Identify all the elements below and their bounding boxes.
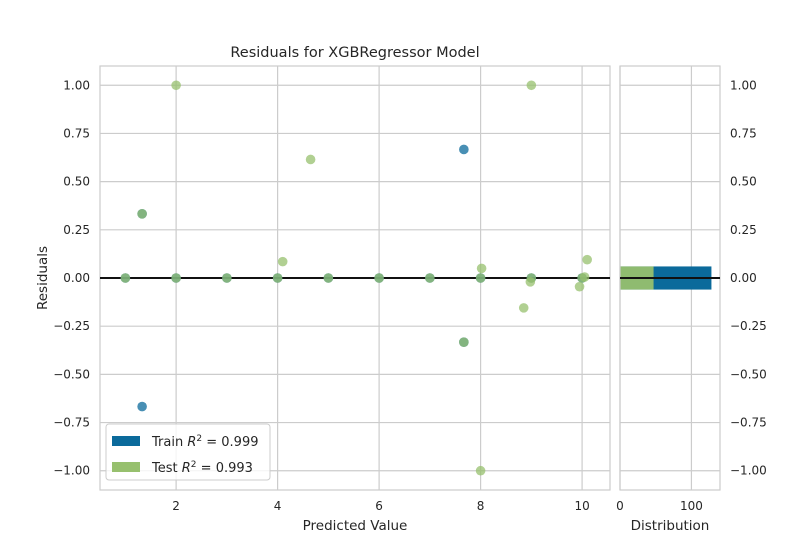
test-point [459, 337, 469, 347]
test-point [475, 465, 486, 476]
chart-title: Residuals for XGBRegressor Model [230, 45, 479, 61]
test-point [305, 154, 316, 165]
legend-swatch-test [112, 462, 140, 472]
distribution-x-tick-label: 0 [616, 499, 624, 513]
test-point [222, 273, 232, 283]
test-point [137, 209, 147, 219]
y-tick-label: 0.00 [63, 271, 90, 285]
y-tick-label: −1.00 [53, 464, 90, 478]
test-point [582, 254, 592, 265]
test-point [120, 273, 131, 283]
y-tick-label: −0.75 [53, 416, 90, 430]
y-tick-label: −0.25 [53, 319, 90, 333]
distribution-y-tick-label: 0.25 [730, 223, 757, 237]
y-axis-label: Residuals [35, 246, 51, 310]
distribution-y-tick-label: 0.00 [730, 271, 757, 285]
test-point [476, 263, 487, 274]
distribution-y-tick-label: 0.50 [730, 175, 757, 189]
test-point [277, 256, 288, 267]
legend-swatch-train [112, 436, 140, 446]
test-point [475, 273, 486, 283]
x-axis-label: Predicted Value [303, 518, 408, 534]
distribution-y-tick-label: −0.25 [730, 319, 767, 333]
test-point [272, 273, 283, 283]
legend-label-train: Train R2 = 0.999 [151, 434, 259, 450]
train-point [459, 144, 469, 155]
test-point [425, 273, 435, 283]
distribution-y-tick-label: 0.75 [730, 126, 757, 140]
distribution-y-tick-label: −1.00 [730, 464, 767, 478]
distribution-y-tick-label: 1.00 [730, 78, 757, 92]
x-tick-label: 10 [574, 499, 589, 513]
legend-box [105, 423, 271, 481]
x-tick-label: 6 [375, 499, 383, 513]
y-tick-label: −0.50 [53, 367, 90, 381]
test-point [574, 281, 585, 292]
test-point [525, 277, 536, 287]
y-tick-label: 0.25 [63, 223, 90, 237]
y-tick-label: 0.75 [63, 126, 90, 140]
y-tick-label: 1.00 [63, 78, 90, 92]
x-tick-label: 2 [172, 499, 180, 513]
test-point [526, 80, 537, 91]
distribution-y-tick-labels: −1.00 −0.75 −0.50 −0.25 0.00 0.25 0.50 0.75 1.00 [730, 78, 767, 477]
test-point [518, 303, 529, 313]
test-point [374, 273, 384, 283]
distribution-x-tick-label: 100 [680, 499, 703, 513]
distribution-y-tick-label: −0.75 [730, 416, 767, 430]
test-point [579, 272, 590, 282]
distribution-y-tick-label: −0.50 [730, 367, 767, 381]
x-tick-label: 4 [274, 499, 282, 513]
test-point [171, 80, 181, 91]
x-tick-label: 8 [477, 499, 485, 513]
test-point [323, 273, 334, 283]
legend: Train R2 = 0.999 Test R2 = 0.993 [105, 423, 271, 481]
scatter-points [120, 80, 592, 476]
train-point [137, 401, 147, 412]
y-tick-labels: −1.00 −0.75 −0.50 −0.25 0.00 0.25 0.50 0.75 1.00 [53, 78, 90, 477]
test-point [171, 273, 181, 283]
distribution-x-tick-labels: 0 100 [616, 499, 703, 513]
y-tick-label: 0.50 [63, 175, 90, 189]
legend-label-test: Test R2 = 0.993 [151, 460, 253, 476]
x-tick-labels: 2 4 6 8 10 [172, 499, 589, 513]
distribution-axis-label: Distribution [631, 518, 710, 534]
